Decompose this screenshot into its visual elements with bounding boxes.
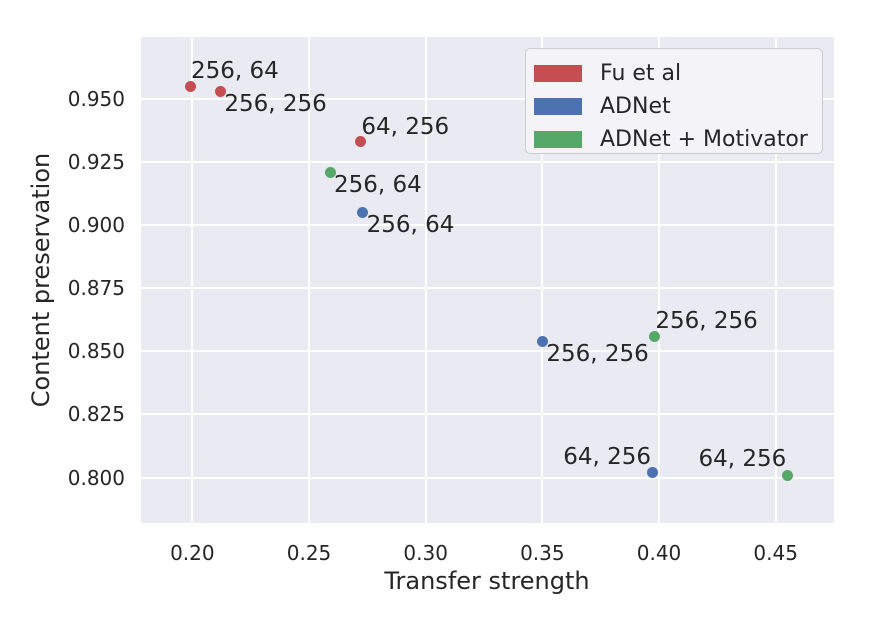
y-tick-label: 0.800 [67,465,125,490]
vertical-gridline [308,37,310,523]
vertical-gridline [774,37,777,523]
horizontal-gridline [141,413,834,416]
legend-swatch [534,98,582,115]
data-point [214,85,226,97]
y-tick-label: 0.850 [67,339,125,364]
point-annotation: 256, 64 [366,212,455,239]
legend-entry: Fu et al [526,57,822,90]
horizontal-gridline [141,224,834,227]
point-annotation: 64, 256 [563,443,651,470]
data-point [648,330,660,342]
vertical-gridline [424,37,427,523]
y-tick-label: 0.900 [67,213,125,238]
x-tick-label: 0.20 [170,541,215,565]
point-annotation: 64, 256 [698,446,787,473]
point-annotation: 256, 64 [334,172,422,199]
horizontal-gridline [141,350,834,353]
point-annotation: 256, 64 [191,58,279,85]
legend: Fu et al ADNet ADNet + Motivator [525,48,823,154]
x-tick-label: 0.45 [753,541,798,565]
data-point [357,206,369,218]
data-point [324,166,336,178]
legend-label: ADNet [600,94,671,119]
y-tick-label: 0.950 [67,86,125,111]
legend-entry: ADNet + Motivator [526,123,822,156]
data-point [354,136,366,148]
data-point [781,469,793,481]
legend-label: ADNet + Motivator [600,127,808,152]
legend-label: Fu et al [600,61,682,86]
y-axis-label: Content preservation [27,152,55,408]
horizontal-gridline [141,97,834,100]
point-annotation: 256, 256 [224,91,327,118]
data-point [184,80,196,92]
data-point [536,335,548,347]
y-tick-label: 0.825 [67,402,125,427]
plot-area: 256, 64 256, 256 64, 256 256, 64 256, 256 64,… [141,37,834,523]
horizontal-gridline [141,287,834,290]
vertical-gridline [191,37,194,523]
horizontal-gridline [141,476,834,479]
point-annotation: 256, 256 [655,308,758,335]
x-tick-label: 0.35 [520,541,565,565]
y-tick-label: 0.925 [67,149,125,174]
legend-entry: ADNet [526,90,822,123]
vertical-gridline [658,37,660,523]
data-point [646,467,658,478]
y-tick-label: 0.875 [67,276,125,301]
x-tick-label: 0.25 [286,541,332,565]
legend-swatch [534,65,582,82]
vertical-gridline [541,37,544,523]
legend-swatch [534,131,582,148]
point-annotation: 64, 256 [361,113,450,140]
point-annotation: 256, 256 [546,341,649,368]
horizontal-gridline [141,160,834,163]
x-axis-label: Transfer strength [384,567,590,595]
x-tick-label: 0.30 [403,541,448,565]
x-tick-label: 0.40 [636,541,682,565]
